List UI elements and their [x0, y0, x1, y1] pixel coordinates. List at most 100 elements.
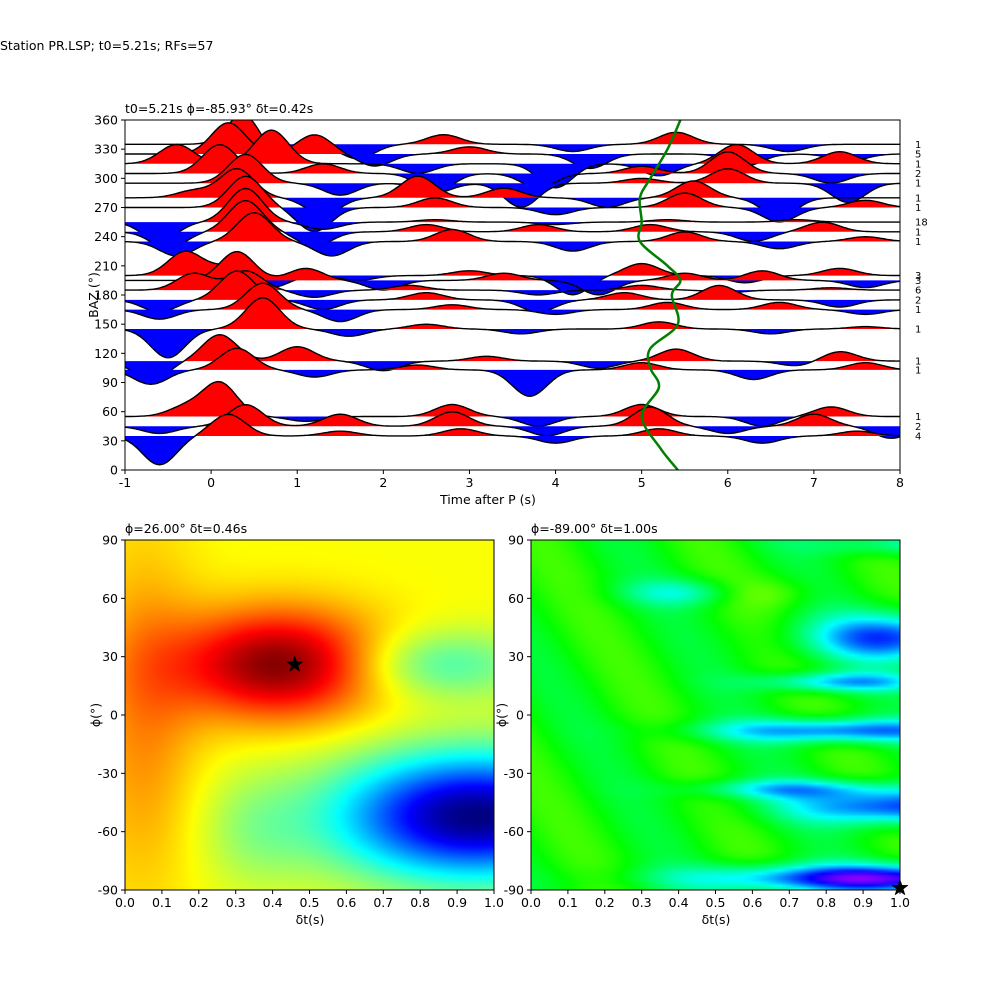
trace-12 — [125, 270, 900, 298]
trace-line — [125, 403, 900, 439]
y-tick-label: 0 — [110, 708, 118, 723]
x-tick-label: 0.4 — [669, 895, 689, 910]
trace-positive-fill — [125, 297, 900, 330]
y-tick-label: 30 — [102, 649, 118, 664]
trace-count-label: 18 — [915, 218, 928, 229]
y-tick-label: 210 — [94, 258, 118, 273]
traces-panel: t0=5.21s ϕ=-85.93° δt=0.42s -1 0 1 2 3 4 5 6 7 80… — [86, 101, 928, 507]
trace-line — [125, 187, 900, 243]
right-best-star — [891, 878, 909, 896]
energy-map-right: ϕ=-89.00° δt=1.00s 0.0 0.1 0.2 0.3 0.4 0.5 0.6… — [494, 521, 910, 927]
trace-negative-fill — [125, 435, 900, 465]
x-tick-label: 0.1 — [152, 895, 172, 910]
trace-count-label: 6 — [915, 286, 921, 297]
trace-negative-fill — [125, 369, 900, 397]
y-tick-label: -60 — [98, 824, 118, 839]
trace-count-label: 1 — [915, 179, 921, 190]
trace-negative-fill — [125, 275, 900, 295]
trace-count-label: 1 — [915, 140, 921, 151]
trace-positive-fill — [125, 251, 900, 281]
trace-line — [125, 297, 900, 359]
y-tick-label: 60 — [102, 404, 118, 419]
trace-15 — [125, 297, 900, 359]
x-tick-label: 1.0 — [484, 895, 504, 910]
traces-axes: -1 0 1 2 3 4 5 6 7 803060901201501802102402703003… — [94, 113, 904, 491]
trace-negative-fill — [125, 290, 900, 298]
right-map-title: ϕ=-89.00° δt=1.00s — [531, 521, 658, 536]
trace-count-label: 1 — [915, 365, 921, 376]
left-map-ylabel: ϕ(°) — [88, 703, 103, 727]
trace-13 — [125, 270, 900, 313]
x-tick-label: 0 — [207, 475, 215, 490]
x-tick-label: 0.7 — [373, 895, 393, 910]
trace-positive-fill — [125, 381, 900, 417]
trace-9 — [125, 211, 900, 257]
trace-count-label: 2 — [915, 169, 921, 180]
y-tick-label: 270 — [94, 200, 118, 215]
trace-positive-fill — [125, 168, 900, 198]
trace-line — [125, 175, 900, 233]
best-fit-star-icon — [285, 655, 304, 672]
x-tick-label: 0.7 — [779, 895, 799, 910]
trace-positive-fill — [125, 414, 900, 436]
trace-positive-fill — [125, 271, 900, 300]
trace-line — [125, 270, 900, 298]
y-tick-label: 90 — [102, 375, 118, 390]
trace-positive-fill — [125, 283, 900, 310]
y-tick-label: 0 — [516, 708, 524, 723]
y-tick-label: -30 — [504, 766, 524, 781]
x-tick-label: 0.6 — [742, 895, 762, 910]
traces-ylabel: BAZ (°) — [86, 272, 101, 318]
x-tick-label: 0.3 — [226, 895, 246, 910]
trace-line — [125, 347, 900, 398]
x-tick-label: 3 — [465, 475, 473, 490]
traces-title: t0=5.21s ϕ=-85.93° δt=0.42s — [125, 101, 313, 116]
trace-count-label: 4 — [915, 431, 921, 442]
y-tick-label: -90 — [504, 883, 524, 898]
x-tick-label: 0.4 — [263, 895, 283, 910]
x-tick-label: 5 — [638, 475, 646, 490]
x-tick-label: 2 — [379, 475, 387, 490]
y-tick-label: 60 — [508, 591, 524, 606]
x-tick-label: 1 — [293, 475, 301, 490]
trace-line — [125, 282, 900, 323]
trace-count-label: 1 — [915, 227, 921, 238]
x-tick-label: 0.1 — [558, 895, 578, 910]
trace-count-label: 1 — [915, 357, 921, 368]
y-tick-label: -90 — [98, 883, 118, 898]
trace-positive-fill — [125, 200, 900, 232]
x-tick-label: 0.6 — [336, 895, 356, 910]
trace-line — [125, 211, 900, 257]
trace-line — [125, 413, 900, 466]
x-tick-label: 0.9 — [853, 895, 873, 910]
trace-19 — [125, 403, 900, 439]
left-best-star — [285, 655, 304, 672]
delay-time-curve — [637, 120, 682, 470]
right-map-axes: 0.0 0.1 0.2 0.3 0.4 0.5 0.6 0.7 0.8 0.9 1.0 -90 -60 -… — [504, 533, 910, 911]
y-tick-label: 120 — [94, 346, 118, 361]
x-tick-label: 0.0 — [521, 895, 541, 910]
y-tick-label: 30 — [508, 649, 524, 664]
x-tick-label: 6 — [724, 475, 732, 490]
x-tick-label: 0.5 — [706, 895, 726, 910]
y-tick-label: 30 — [102, 433, 118, 448]
trace-line — [125, 153, 900, 208]
x-tick-label: 4 — [552, 475, 560, 490]
trace-negative-fill — [125, 222, 900, 242]
trace-line — [125, 199, 900, 250]
trace-positive-fill — [125, 334, 900, 362]
trace-negative-fill — [125, 329, 900, 358]
y-tick-label: 330 — [94, 142, 118, 157]
trace-7 — [125, 187, 900, 243]
trace-count-label: 1 — [915, 412, 921, 423]
x-tick-label: 0.2 — [189, 895, 209, 910]
y-tick-label: 240 — [94, 229, 118, 244]
y-tick-label: 150 — [94, 317, 118, 332]
trace-count-label: 1 — [915, 193, 921, 204]
trace-count-label: 1 — [915, 305, 921, 316]
left-map-title: ϕ=26.00° δt=0.46s — [125, 521, 247, 536]
y-tick-label: 300 — [94, 171, 118, 186]
y-tick-label: -60 — [504, 824, 524, 839]
trace-count-label: 2 — [915, 295, 921, 306]
